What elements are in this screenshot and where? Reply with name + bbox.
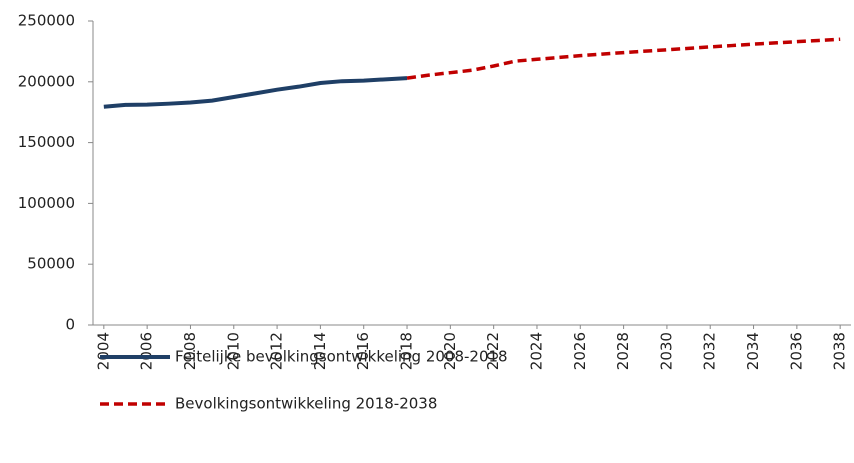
y-tick-label: 0 bbox=[65, 316, 75, 334]
y-tick-label: 250000 bbox=[18, 12, 75, 30]
x-tick-label: 2006 bbox=[138, 332, 156, 370]
x-tick-label: 2014 bbox=[311, 332, 329, 370]
x-tick-label: 2036 bbox=[787, 332, 805, 370]
data-line bbox=[103, 76, 408, 109]
y-tick-label: 50000 bbox=[27, 255, 75, 273]
legend-label: Feitelijke bevolkingsontwikkeling 2008-2… bbox=[175, 348, 508, 366]
y-tick-label: 200000 bbox=[18, 72, 75, 90]
data-line bbox=[406, 37, 841, 80]
x-tick-label: 2004 bbox=[94, 332, 112, 370]
x-tick-label: 2010 bbox=[224, 332, 242, 370]
x-tick-label: 2008 bbox=[181, 332, 199, 370]
x-tick-label: 2028 bbox=[614, 332, 632, 370]
y-tick-label: 100000 bbox=[18, 194, 75, 212]
x-tick-label: 2022 bbox=[484, 332, 502, 370]
x-tick-label: 2032 bbox=[701, 332, 719, 370]
y-tick-label: 150000 bbox=[18, 133, 75, 151]
x-tick-label: 2024 bbox=[527, 332, 545, 370]
x-tick-label: 2016 bbox=[354, 332, 372, 370]
x-tick-label: 2012 bbox=[268, 332, 286, 370]
x-tick-label: 2026 bbox=[571, 332, 589, 370]
legend-label: Bevolkingsontwikkeling 2018-2038 bbox=[175, 395, 437, 413]
x-tick-label: 2030 bbox=[657, 332, 675, 370]
x-tick-label: 2018 bbox=[398, 332, 416, 370]
x-tick-label: 2020 bbox=[441, 332, 459, 370]
x-tick-label: 2034 bbox=[744, 332, 762, 370]
x-tick-label: 2038 bbox=[831, 332, 849, 370]
